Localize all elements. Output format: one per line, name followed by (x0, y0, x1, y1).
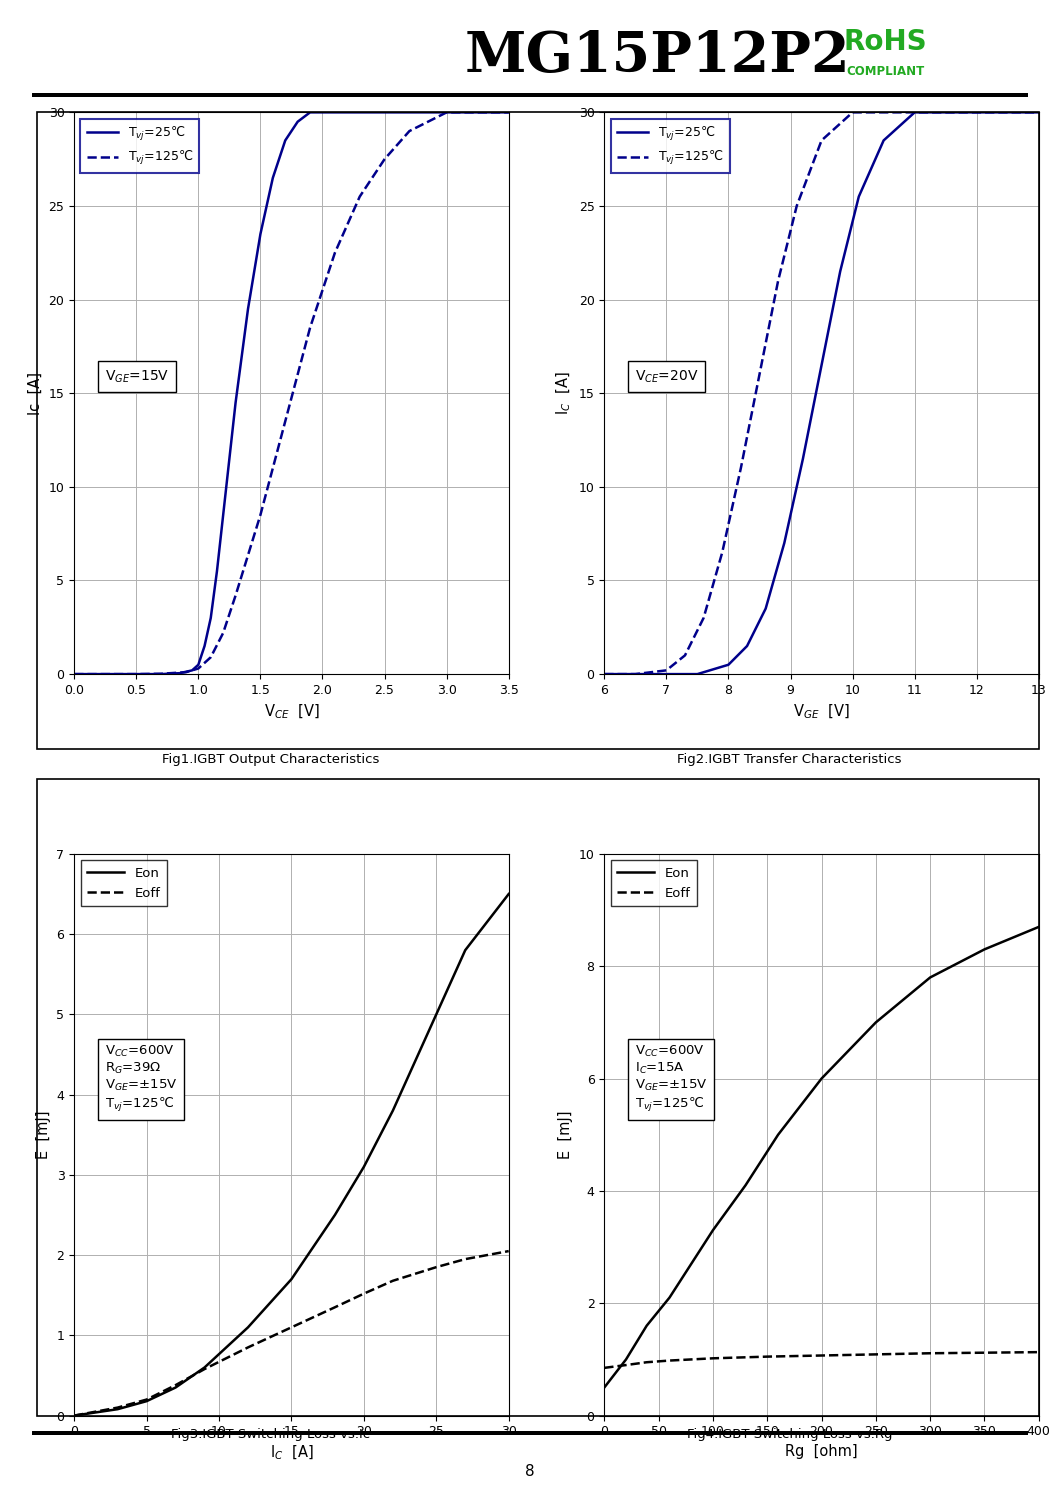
X-axis label: V$_{CE}$  [V]: V$_{CE}$ [V] (264, 703, 319, 721)
Text: RoHS: RoHS (844, 28, 926, 55)
Text: COMPLIANT: COMPLIANT (846, 66, 924, 78)
Text: V$_{GE}$=15V: V$_{GE}$=15V (105, 369, 169, 385)
X-axis label: Rg  [ohm]: Rg [ohm] (785, 1444, 858, 1459)
X-axis label: I$_C$  [A]: I$_C$ [A] (269, 1444, 314, 1462)
Text: V$_{CC}$=600V
I$_C$=15A
V$_{GE}$=±15V
T$_{vj}$=125℃: V$_{CC}$=600V I$_C$=15A V$_{GE}$=±15V T$… (635, 1044, 707, 1113)
Legend: Eon, Eoff: Eon, Eoff (611, 860, 697, 906)
Text: 8: 8 (525, 1464, 535, 1479)
Y-axis label: Ic  [A]: Ic [A] (28, 372, 43, 415)
Y-axis label: I$_C$  [A]: I$_C$ [A] (554, 372, 573, 415)
Legend: T$_{vj}$=25℃, T$_{vj}$=125℃: T$_{vj}$=25℃, T$_{vj}$=125℃ (81, 118, 199, 174)
X-axis label: V$_{GE}$  [V]: V$_{GE}$ [V] (793, 703, 850, 721)
Y-axis label: E  [mJ]: E [mJ] (559, 1110, 573, 1159)
Text: Fig2.IGBT Transfer Characteristics: Fig2.IGBT Transfer Characteristics (677, 753, 902, 767)
Legend: Eon, Eoff: Eon, Eoff (81, 860, 167, 906)
Text: MG15P12P2: MG15P12P2 (464, 30, 850, 84)
Text: V$_{CC}$=600V
R$_G$=39Ω
V$_{GE}$=±15V
T$_{vj}$=125℃: V$_{CC}$=600V R$_G$=39Ω V$_{GE}$=±15V T$… (105, 1044, 177, 1113)
Text: Fig4.IGBT Switching Loss vs.Rg: Fig4.IGBT Switching Loss vs.Rg (687, 1428, 893, 1441)
Text: V$_{CE}$=20V: V$_{CE}$=20V (635, 369, 699, 385)
Y-axis label: E  [mJ]: E [mJ] (36, 1110, 51, 1159)
Text: Fig3.IGBT Switching Loss vs.Ic: Fig3.IGBT Switching Loss vs.Ic (171, 1428, 370, 1441)
Legend: T$_{vj}$=25℃, T$_{vj}$=125℃: T$_{vj}$=25℃, T$_{vj}$=125℃ (611, 118, 729, 174)
Text: Fig1.IGBT Output Characteristics: Fig1.IGBT Output Characteristics (161, 753, 379, 767)
